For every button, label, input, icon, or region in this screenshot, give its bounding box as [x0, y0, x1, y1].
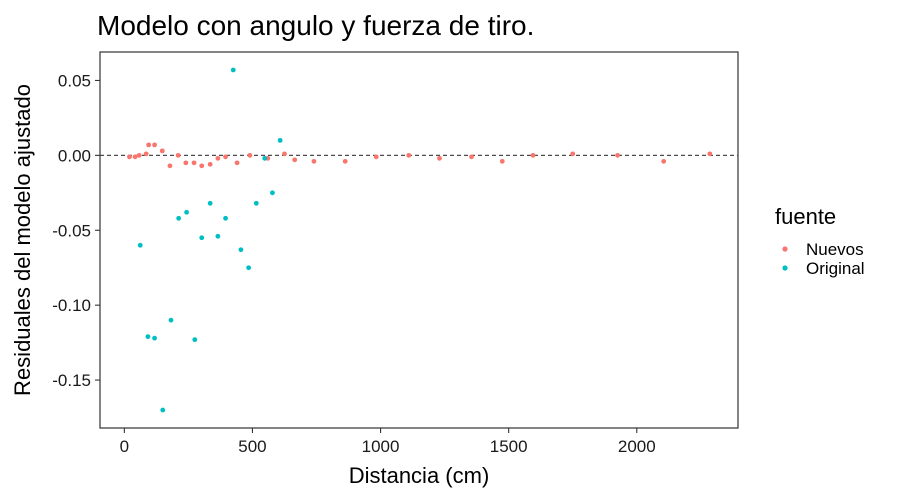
data-point	[253, 200, 259, 206]
legend-key-original	[782, 265, 788, 271]
data-point	[530, 152, 536, 158]
plot-area	[99, 51, 739, 429]
data-point	[342, 158, 348, 164]
x-tick-label: 2000	[618, 437, 656, 456]
data-point	[132, 154, 138, 160]
data-point	[247, 152, 253, 158]
data-point	[230, 67, 236, 73]
data-point	[145, 334, 151, 340]
data-point	[238, 247, 244, 253]
data-point	[311, 158, 317, 164]
data-point	[292, 157, 298, 163]
data-point	[215, 233, 221, 239]
data-point	[437, 155, 442, 161]
data-point	[137, 242, 143, 248]
series-nuevos	[127, 142, 713, 169]
data-point	[160, 407, 166, 413]
data-point	[136, 152, 142, 158]
legend-label-original: Original	[806, 259, 865, 278]
data-point	[176, 215, 182, 221]
y-axis: 0.05 0.00 -0.05 -0.10 -0.15	[52, 71, 100, 390]
data-point	[215, 155, 221, 161]
data-point	[175, 152, 181, 158]
x-tick-label: 500	[238, 437, 266, 456]
data-point	[277, 137, 283, 143]
data-point	[207, 200, 213, 206]
data-point	[143, 151, 149, 157]
data-point	[262, 155, 268, 161]
data-point	[499, 158, 505, 164]
x-tick-label: 0	[120, 437, 129, 456]
y-tick-label: 0.05	[58, 71, 91, 90]
data-point	[167, 163, 173, 169]
data-point	[191, 160, 197, 166]
data-point	[127, 154, 132, 160]
data-point	[707, 151, 713, 157]
data-point	[207, 161, 213, 167]
data-point	[270, 190, 275, 196]
data-point	[570, 151, 576, 157]
data-point	[199, 235, 205, 241]
data-point	[223, 215, 228, 221]
data-point	[183, 160, 189, 166]
data-point	[192, 337, 198, 343]
y-tick-label: -0.05	[52, 221, 91, 240]
y-tick-label: -0.10	[52, 296, 91, 315]
data-point	[373, 154, 379, 160]
data-point	[184, 209, 190, 215]
data-point	[469, 154, 474, 160]
legend-label-nuevos: Nuevos	[806, 240, 864, 259]
series-original	[137, 67, 283, 413]
data-point	[234, 160, 240, 166]
y-tick-label: 0.00	[58, 146, 91, 165]
data-point	[246, 265, 252, 271]
data-point	[406, 152, 412, 158]
plot-panel	[99, 51, 739, 429]
legend-key-nuevos	[782, 246, 788, 252]
x-axis: 0 500 1000 1500 2000	[120, 428, 656, 456]
data-point	[152, 335, 157, 341]
data-point	[168, 317, 174, 323]
data-point	[223, 154, 228, 160]
x-axis-title: Distancia (cm)	[349, 463, 490, 488]
x-tick-label: 1500	[490, 437, 528, 456]
y-axis-title: Residuales del modelo ajustado	[10, 84, 35, 396]
data-point	[615, 152, 620, 158]
legend-title: fuente	[775, 204, 836, 229]
data-point	[199, 163, 205, 169]
chart-title: Modelo con angulo y fuerza de tiro.	[97, 10, 534, 41]
x-tick-label: 1000	[362, 437, 400, 456]
data-point	[661, 158, 667, 164]
data-point	[152, 142, 157, 148]
data-point	[282, 151, 287, 157]
data-point	[159, 148, 165, 154]
y-tick-label: -0.15	[52, 371, 91, 390]
data-point	[146, 142, 152, 148]
